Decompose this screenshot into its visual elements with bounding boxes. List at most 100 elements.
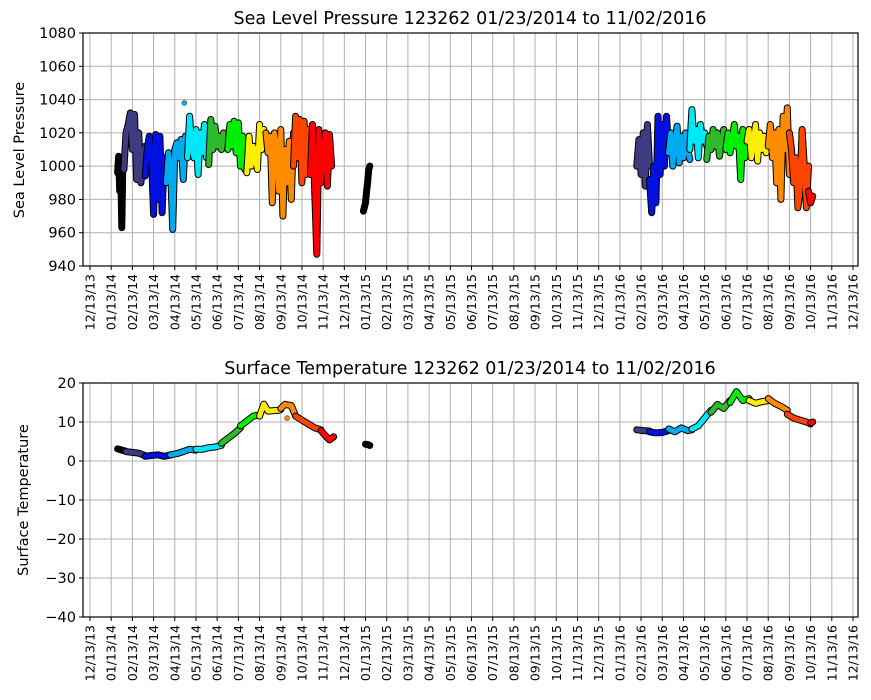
x-tick-label: 12/13/15 <box>591 625 606 681</box>
x-tick-label: 01/13/15 <box>358 625 373 681</box>
x-tick-label: 05/13/16 <box>697 274 712 330</box>
series-segment-orange-2014 <box>262 126 297 220</box>
x-tick-label: 05/13/14 <box>188 274 203 330</box>
series-segment-red-2014 <box>317 427 338 444</box>
series-segment-green-2014 <box>217 424 244 447</box>
series-segment-red-2016 <box>805 187 817 207</box>
series-line <box>360 163 373 214</box>
x-tick-label: 06/13/15 <box>464 625 479 681</box>
series-line <box>746 398 771 406</box>
x-tick-label: 09/13/14 <box>273 625 288 681</box>
series-segment-red-2016 <box>807 418 817 427</box>
data-series <box>114 100 817 258</box>
series-segment-navy-2014 <box>122 448 149 459</box>
y-tick-label: 960 <box>48 226 76 242</box>
series-segment-cyan-2016 <box>686 106 711 162</box>
x-tick-label: 11/13/14 <box>316 274 331 330</box>
surface-temperature-panel: Surface Temperature 123262 01/23/2014 to… <box>16 359 861 681</box>
series-line <box>765 105 792 202</box>
x-tick-label: 09/13/15 <box>528 274 543 330</box>
y-axis-label: Surface Temperature <box>16 424 32 576</box>
y-tick-labels: −40 −30 −20 −10 0 10 20 <box>45 376 83 626</box>
x-tick-label: 09/13/16 <box>782 625 797 681</box>
x-tick-label: 10/13/16 <box>803 274 818 330</box>
series-segment-skyblue-2014 <box>167 445 200 459</box>
y-tick-label: 1060 <box>39 59 76 75</box>
series-segment-yellow-2014 <box>243 121 268 177</box>
series-segment-red-2014 <box>306 121 336 258</box>
x-tick-label: 06/13/15 <box>464 274 479 330</box>
series-line <box>806 188 816 206</box>
series-segment-skyblue-2014 <box>162 132 191 233</box>
chart-title: Surface Temperature 123262 01/23/2014 to… <box>224 359 715 379</box>
x-tick-label: 01/13/14 <box>104 625 119 681</box>
series-segment-skyblue-2016 <box>665 122 694 170</box>
series-line <box>708 398 733 415</box>
x-tick-label: 05/13/14 <box>188 625 203 681</box>
series-line <box>218 425 243 446</box>
x-tick-label: 08/13/14 <box>252 274 267 330</box>
series-line <box>123 449 148 458</box>
data-point <box>181 100 188 106</box>
x-tick-label: 08/13/15 <box>506 625 521 681</box>
axes-frame <box>82 32 859 267</box>
x-tick-label: 10/13/15 <box>549 625 564 681</box>
series-segment-lime-2014 <box>224 117 251 173</box>
x-tick-label: 08/13/15 <box>506 274 521 330</box>
y-tick-label: 1080 <box>39 26 76 42</box>
x-tick-label: 09/13/14 <box>273 274 288 330</box>
x-tick-label: 04/13/14 <box>167 274 182 330</box>
series-line <box>765 396 790 413</box>
series-outlier-orange-2014 <box>284 415 290 421</box>
x-tick-labels: 12/13/13 01/13/14 02/13/14 03/13/14 04/13/14… <box>83 266 861 330</box>
series-segment-lime-2016 <box>722 121 751 183</box>
x-tick-label: 11/13/16 <box>824 625 839 681</box>
data-point <box>284 415 290 421</box>
series-segment-cyan-2014 <box>184 112 213 178</box>
x-tick-label: 06/13/14 <box>210 274 225 330</box>
grid-lines <box>83 383 858 617</box>
series-segment-yellow-2016 <box>743 121 772 165</box>
series-segment-green-2016 <box>707 397 734 416</box>
x-tick-label: 01/13/16 <box>612 625 627 681</box>
x-tick-label: 04/13/15 <box>422 274 437 330</box>
x-tick-label: 07/13/15 <box>485 625 500 681</box>
x-tick-label: 12/13/15 <box>591 274 606 330</box>
y-axis-label: Sea Level Pressure <box>12 82 28 218</box>
x-tick-label: 04/13/16 <box>676 625 691 681</box>
x-tick-label: 03/13/14 <box>146 625 161 681</box>
x-tick-label: 08/13/16 <box>761 274 776 330</box>
x-tick-label: 02/13/15 <box>379 625 394 681</box>
data-series <box>114 388 817 460</box>
y-tick-labels: 940 960 980 1000 1020 1040 1060 1080 <box>39 26 83 275</box>
x-tick-label: 10/13/14 <box>294 625 309 681</box>
x-tick-label: 07/13/16 <box>740 274 755 330</box>
x-tick-label: 03/13/15 <box>400 625 415 681</box>
series-outlier-skyblue-2014 <box>181 100 188 106</box>
chart-title: Sea Level Pressure 123262 01/23/2014 to … <box>234 9 707 29</box>
series-line <box>786 127 811 211</box>
series-segment-black-2015 <box>359 162 374 215</box>
series-line <box>206 117 231 167</box>
x-tick-label: 09/13/16 <box>782 274 797 330</box>
x-tick-label: 03/13/14 <box>146 274 161 330</box>
y-tick-label: 20 <box>58 376 76 392</box>
series-line <box>225 118 250 172</box>
y-tick-label: 1020 <box>39 126 76 142</box>
x-tick-label: 10/13/15 <box>549 274 564 330</box>
series-segment-navy-2014 <box>120 109 149 187</box>
series-segment-orange-2016 <box>764 395 791 414</box>
y-tick-label: 1040 <box>39 93 76 109</box>
y-tick-label: 940 <box>48 259 76 275</box>
x-tick-label: 05/13/16 <box>697 625 712 681</box>
series-line <box>647 113 672 216</box>
x-tick-label: 02/13/16 <box>634 274 649 330</box>
series-segment-blue-2014 <box>141 451 174 460</box>
x-tick-label: 12/13/14 <box>337 274 352 330</box>
x-tick-label: 08/13/14 <box>252 625 267 681</box>
series-line <box>142 132 169 217</box>
series-line <box>704 127 729 162</box>
series-line <box>293 413 324 433</box>
series-line <box>723 122 750 182</box>
